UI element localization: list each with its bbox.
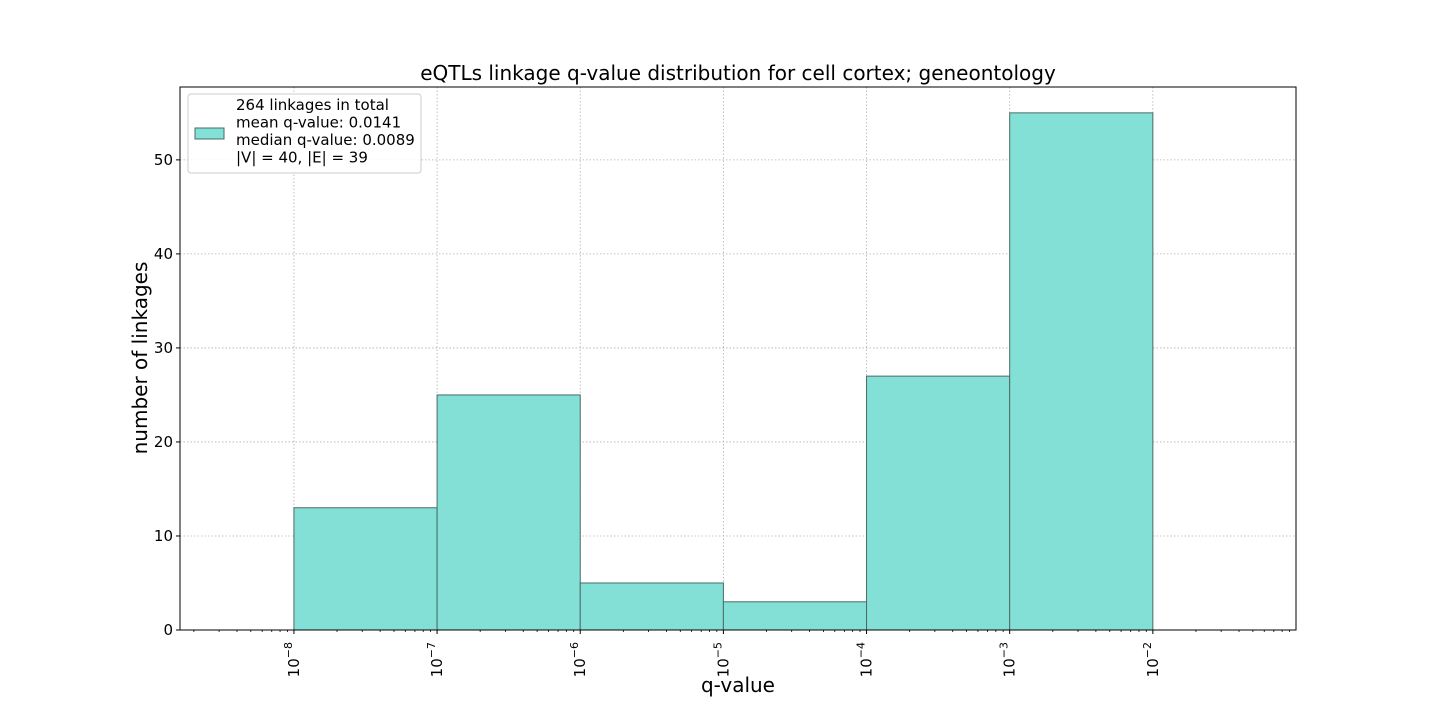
legend-line-4: |V| = 40, |E| = 39: [236, 149, 368, 167]
plot-area-frame: [179, 86, 1297, 631]
y-tick-label: 40: [154, 245, 173, 263]
axis-ticks: 10−8 10−7 10−6 10−5 10−4 10−3 10−2 0 10 20 30 40 50: [154, 151, 1290, 677]
x-tick-label: 10−4: [855, 642, 876, 677]
x-tick-label: 10−6: [568, 642, 589, 677]
svg-text:10−5: 10−5: [711, 642, 732, 677]
y-tick-label: 30: [154, 339, 173, 357]
x-axis-label: q-value: [701, 673, 775, 697]
svg-text:10−3: 10−3: [998, 642, 1019, 677]
histogram-bar-1: [293, 507, 438, 631]
svg-text:10−4: 10−4: [855, 642, 876, 677]
x-tick-label: 10−8: [282, 642, 303, 677]
x-tick-label: 10−7: [425, 642, 446, 677]
histogram-bar-5: [866, 375, 1011, 631]
svg-text:10−2: 10−2: [1141, 642, 1162, 677]
legend-box: [187, 93, 422, 174]
y-tick-label: 50: [154, 151, 173, 169]
histogram-bar-2: [436, 394, 581, 631]
y-tick-label: 10: [154, 527, 173, 545]
x-tick-label: 10−5: [711, 642, 732, 677]
legend-swatch: [194, 127, 225, 140]
histogram-bar-4: [722, 601, 868, 631]
svg-text:10−6: 10−6: [568, 642, 589, 677]
y-tick-label: 0: [163, 621, 173, 639]
histogram-bar-3: [579, 582, 724, 631]
chart-title: eQTLs linkage q-value distribution for c…: [420, 61, 1056, 85]
x-tick-label: 10−2: [1141, 642, 1162, 677]
svg-text:10−7: 10−7: [425, 642, 446, 677]
legend-line-3: median q-value: 0.0089: [236, 131, 415, 149]
legend-line-1: 264 linkages in total: [236, 96, 389, 114]
y-tick-label: 20: [154, 433, 173, 451]
svg-text:10−8: 10−8: [282, 642, 303, 677]
legend-line-2: mean q-value: 0.0141: [236, 114, 401, 132]
histogram-bar-6: [1009, 112, 1154, 631]
histogram-bars: [293, 112, 1154, 631]
x-tick-label: 10−3: [998, 642, 1019, 677]
y-axis-label: number of linkages: [128, 262, 152, 455]
